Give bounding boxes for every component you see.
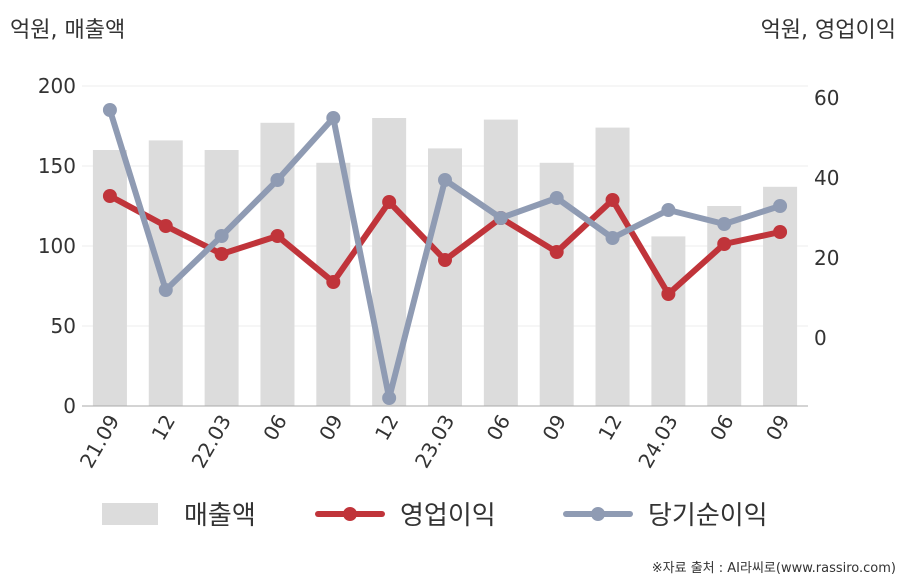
series-point-1 bbox=[773, 225, 788, 239]
left-tick-label: 0 bbox=[63, 394, 76, 418]
legend-label: 영업이익 bbox=[400, 501, 496, 531]
series-point-1 bbox=[382, 195, 397, 209]
x-tick-label: 09 bbox=[761, 411, 795, 445]
series-point-2 bbox=[214, 229, 229, 243]
x-tick-label: 22.03 bbox=[187, 411, 236, 473]
series-point-2 bbox=[773, 199, 788, 213]
x-tick-label: 09 bbox=[314, 411, 348, 445]
series-point-2 bbox=[102, 103, 117, 117]
x-tick-label: 12 bbox=[147, 411, 181, 445]
bar-06 bbox=[483, 119, 518, 406]
series-point-1 bbox=[270, 229, 285, 243]
x-tick-label: 21.09 bbox=[75, 411, 124, 473]
right-tick-label: 60 bbox=[814, 86, 839, 110]
right-tick-label: 40 bbox=[814, 166, 839, 190]
series-point-2 bbox=[661, 203, 676, 217]
right-axis-label: 억원, 영업이익 bbox=[761, 18, 896, 43]
legend-swatch-point bbox=[343, 507, 357, 521]
series-point-2 bbox=[438, 173, 452, 187]
bar-12 bbox=[148, 140, 183, 406]
series-point-2 bbox=[605, 231, 620, 245]
series-point-2 bbox=[382, 391, 397, 405]
x-tick-label: 24.03 bbox=[633, 411, 682, 473]
series-point-2 bbox=[326, 111, 341, 125]
series-point-2 bbox=[549, 191, 564, 205]
bar-06 bbox=[707, 206, 742, 406]
x-tick-label: 06 bbox=[482, 411, 516, 445]
series-point-1 bbox=[102, 189, 117, 203]
left-tick-label: 50 bbox=[51, 314, 76, 338]
series-point-2 bbox=[717, 217, 732, 231]
legend-swatch-point bbox=[591, 507, 605, 521]
series-point-1 bbox=[717, 237, 732, 251]
series-point-1 bbox=[661, 287, 676, 301]
bar-09 bbox=[763, 186, 798, 406]
legend-label: 당기순이익 bbox=[648, 501, 768, 531]
series-point-1 bbox=[605, 193, 620, 207]
bar-21.09 bbox=[92, 150, 127, 406]
left-axis-label: 억원, 매출액 bbox=[10, 18, 125, 43]
series-point-1 bbox=[438, 253, 452, 267]
right-axis-ticks: 0 20 40 60 bbox=[814, 86, 839, 350]
series-point-2 bbox=[493, 211, 508, 225]
x-tick-label: 09 bbox=[538, 411, 572, 445]
left-tick-label: 150 bbox=[38, 154, 76, 178]
x-tick-label: 23.03 bbox=[410, 411, 459, 473]
bar-24.03 bbox=[651, 236, 686, 406]
right-tick-label: 0 bbox=[814, 326, 827, 350]
series-point-1 bbox=[326, 275, 341, 289]
right-tick-label: 20 bbox=[814, 246, 839, 270]
series-point-2 bbox=[270, 173, 285, 187]
series-point-1 bbox=[158, 219, 173, 233]
left-tick-label: 200 bbox=[38, 74, 76, 98]
line-series bbox=[102, 103, 788, 405]
bar-22.03 bbox=[204, 150, 239, 406]
x-tick-label: 06 bbox=[705, 411, 739, 445]
left-axis-ticks: 0 50 100 150 200 bbox=[38, 74, 76, 418]
legend: 매출액 영업이익 당기순이익 bbox=[102, 501, 768, 531]
left-tick-label: 100 bbox=[38, 234, 76, 258]
x-tick-label: 12 bbox=[370, 411, 404, 445]
x-axis-ticks: 21.09 12 22.03 06 09 12 23.03 06 09 12 24.03 06 09 bbox=[75, 411, 795, 473]
source-note: ※자료 출처 : AI라씨로(www.rassiro.com) bbox=[652, 561, 896, 576]
x-tick-label: 12 bbox=[593, 411, 627, 445]
bar-12 bbox=[595, 127, 630, 406]
x-tick-label: 06 bbox=[258, 411, 292, 445]
legend-swatch-bar bbox=[102, 503, 158, 525]
series-point-1 bbox=[214, 247, 229, 261]
legend-label: 매출액 bbox=[184, 501, 256, 531]
series-point-2 bbox=[158, 283, 173, 297]
series-point-1 bbox=[549, 245, 564, 259]
